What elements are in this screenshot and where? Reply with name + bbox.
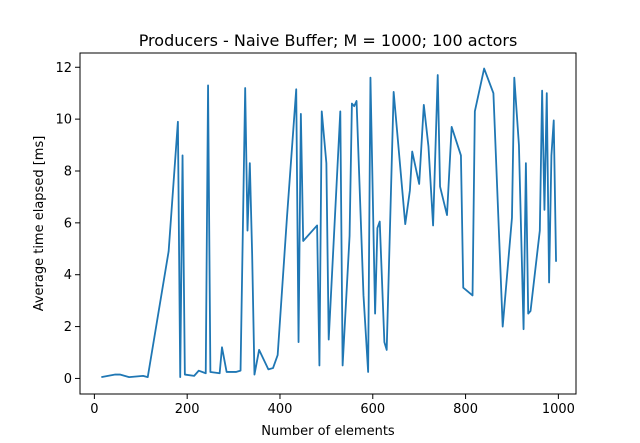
y-tick-label: 4 [64, 268, 72, 283]
y-tick-label: 2 [64, 320, 72, 335]
x-tick-label: 800 [453, 402, 478, 417]
axis-ticks: 0 200 400 600 800 1000 0 2 4 6 8 10 12 [55, 61, 574, 417]
y-tick-label: 6 [64, 216, 72, 231]
x-tick-label: 200 [175, 402, 200, 417]
x-tick-label: 600 [360, 402, 385, 417]
x-tick-label: 1000 [542, 402, 575, 417]
axes-frame [79, 52, 577, 395]
chart-title: Producers - Naive Buffer; M = 1000; 100 … [139, 31, 518, 50]
y-tick-label: 10 [55, 113, 72, 128]
y-tick-label: 0 [64, 372, 72, 387]
y-axis-label: Average time elapsed [ms] [32, 136, 47, 312]
y-tick-label: 12 [55, 61, 72, 76]
x-axis-label: Number of elements [261, 424, 395, 439]
x-tick-label: 400 [268, 402, 293, 417]
y-tick-label: 8 [64, 164, 72, 179]
series-line [101, 67, 557, 379]
plot-area [101, 67, 557, 379]
x-tick-label: 0 [90, 402, 98, 417]
